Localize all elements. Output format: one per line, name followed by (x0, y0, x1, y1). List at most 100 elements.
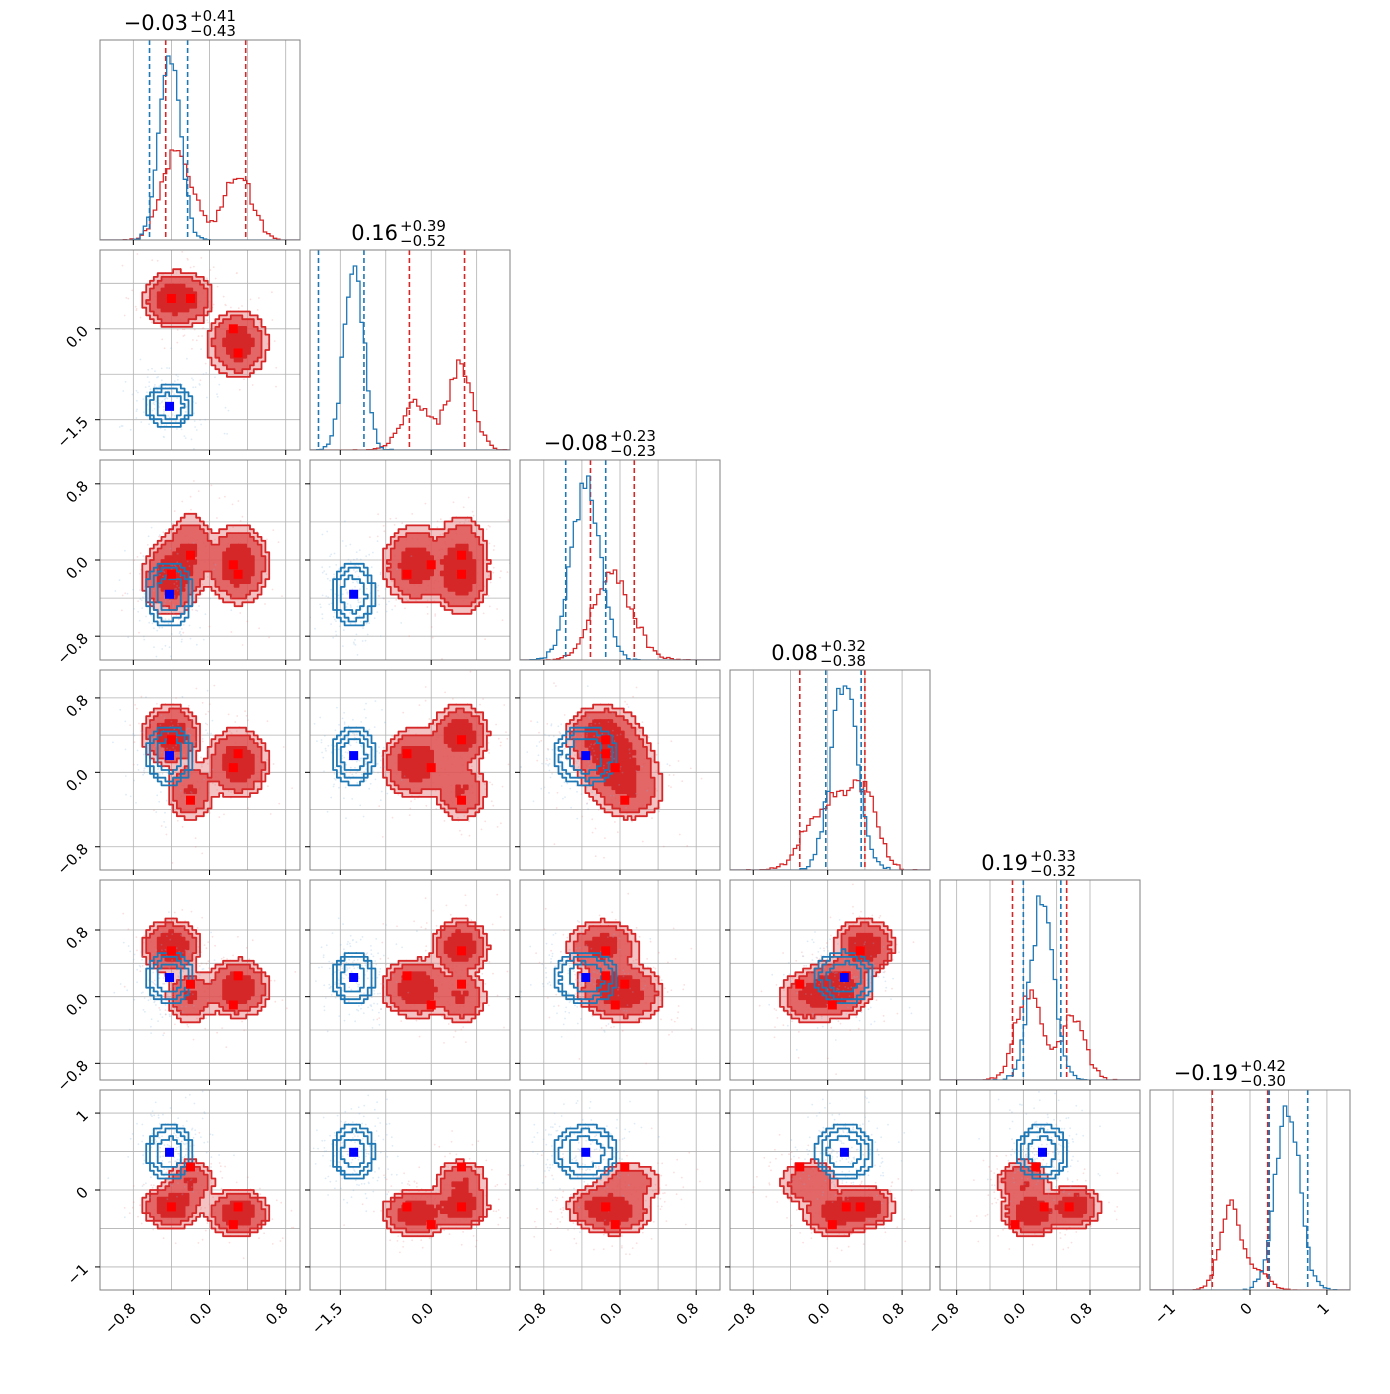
primary-sample-point (216, 517, 218, 519)
secondary-sample-point (124, 1216, 126, 1218)
blue-square-marker-0 (165, 590, 174, 599)
secondary-sample-point (205, 729, 207, 731)
secondary-sample-point (354, 1135, 356, 1137)
secondary-sample-point (577, 760, 579, 762)
secondary-sample-point (378, 1177, 380, 1179)
primary-sample-point (601, 1027, 603, 1029)
secondary-sample-point (347, 1154, 349, 1156)
secondary-sample-point (197, 610, 199, 612)
secondary-sample-point (194, 426, 196, 428)
secondary-sample-point (364, 709, 366, 711)
primary-sample-point (133, 1185, 135, 1187)
primary-sample-point (156, 703, 158, 705)
primary-sample-point (599, 915, 601, 917)
panel-2-1 (303, 460, 529, 670)
secondary-sample-point (191, 792, 193, 794)
primary-sample-point (603, 857, 605, 859)
primary-sample-point (683, 984, 685, 986)
secondary-sample-point (140, 951, 142, 953)
secondary-sample-point (407, 992, 409, 994)
primary-sample-point (473, 1235, 475, 1237)
primary-sample-point (567, 972, 569, 974)
primary-sample-point (774, 1026, 776, 1028)
primary-sample-point (490, 582, 492, 584)
primary-sample-point (540, 740, 542, 742)
secondary-sample-point (141, 607, 143, 609)
primary-sample-point (557, 1227, 559, 1229)
secondary-sample-point (152, 410, 154, 412)
primary-sample-point (690, 948, 692, 950)
primary-sample-point (801, 951, 803, 953)
primary-sample-point (499, 577, 501, 579)
primary-sample-point (495, 724, 497, 726)
secondary-sample-point (380, 635, 382, 637)
secondary-sample-point (377, 952, 379, 954)
primary-sample-point (259, 1188, 261, 1190)
secondary-sample-point (338, 979, 340, 981)
secondary-sample-point (321, 742, 323, 744)
primary-sample-point (481, 829, 483, 831)
secondary-sample-point (176, 614, 178, 616)
secondary-sample-point (172, 996, 174, 998)
secondary-sample-point (805, 984, 807, 986)
secondary-sample-point (619, 937, 621, 939)
secondary-sample-point (317, 1148, 319, 1150)
secondary-sample-point (163, 406, 165, 408)
secondary-sample-point (124, 721, 126, 723)
secondary-sample-point (343, 978, 345, 980)
secondary-sample-point (386, 1193, 388, 1195)
secondary-sample-point (180, 634, 182, 636)
secondary-sample-point (330, 589, 332, 591)
secondary-sample-point (841, 970, 843, 972)
secondary-sample-point (159, 561, 161, 563)
primary-sample-point (138, 632, 140, 634)
secondary-sample-point (145, 1182, 147, 1184)
secondary-sample-point (365, 703, 367, 705)
secondary-sample-point (321, 739, 323, 741)
secondary-sample-point (361, 1183, 363, 1185)
primary-sample-point (860, 911, 862, 913)
primary-sample-point (658, 810, 660, 812)
secondary-sample-point (163, 436, 165, 438)
secondary-sample-point (363, 1105, 365, 1107)
secondary-sample-point (143, 636, 145, 638)
secondary-sample-point (387, 1168, 389, 1170)
primary-sample-point (252, 384, 254, 386)
secondary-sample-point (145, 386, 147, 388)
primary-sample-point (129, 1212, 131, 1214)
secondary-sample-point (619, 949, 621, 951)
primary-sample-point (441, 1016, 443, 1018)
primary-sample-point (673, 774, 675, 776)
secondary-sample-point (163, 413, 165, 415)
secondary-sample-point (172, 725, 174, 727)
primary-sample-point (221, 1188, 223, 1190)
primary-sample-point (660, 1019, 662, 1021)
secondary-sample-point (203, 779, 205, 781)
secondary-sample-point (176, 764, 178, 766)
secondary-sample-point (137, 764, 139, 766)
secondary-sample-point (883, 976, 885, 978)
primary-sample-point (139, 970, 141, 972)
secondary-sample-point (156, 1141, 158, 1143)
secondary-sample-point (847, 987, 849, 989)
secondary-sample-point (192, 1191, 194, 1193)
secondary-sample-point (176, 980, 178, 982)
secondary-sample-point (851, 966, 853, 968)
secondary-sample-point (598, 723, 600, 725)
secondary-sample-point (646, 790, 648, 792)
primary-sample-point (783, 1024, 785, 1026)
primary-sample-point (206, 963, 208, 965)
secondary-sample-point (329, 987, 331, 989)
secondary-sample-point (617, 989, 619, 991)
secondary-sample-point (344, 1122, 346, 1124)
primary-sample-point (776, 984, 778, 986)
secondary-sample-point (590, 744, 592, 746)
primary-sample-point (795, 960, 797, 962)
secondary-sample-point (374, 726, 376, 728)
secondary-sample-point (200, 589, 202, 591)
secondary-sample-point (164, 1144, 166, 1146)
secondary-sample-point (556, 1012, 558, 1014)
primary-sample-point (232, 955, 234, 957)
secondary-sample-point (386, 604, 388, 606)
primary-sample-point (488, 525, 490, 527)
